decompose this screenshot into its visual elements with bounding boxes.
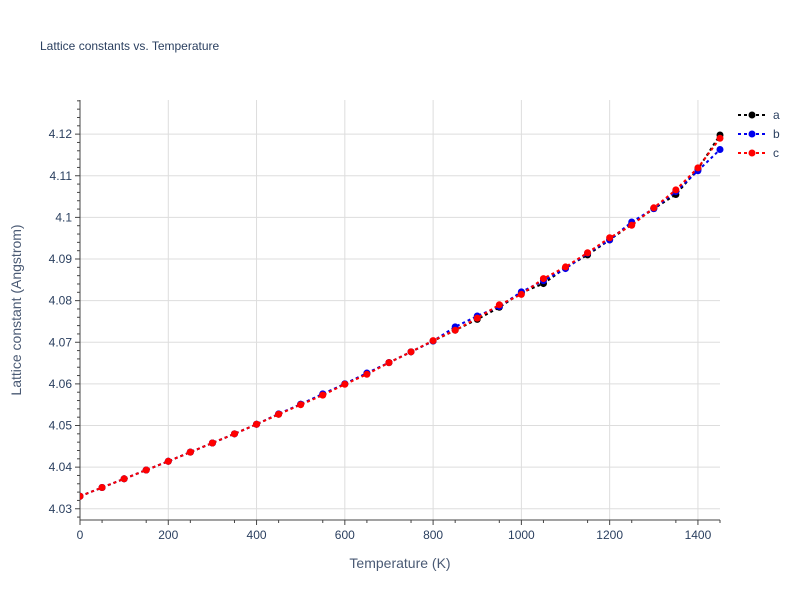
y-tick-label: 4.11	[50, 169, 73, 183]
data-point-c	[650, 204, 658, 212]
data-point-c	[562, 263, 570, 271]
data-point-c	[584, 249, 592, 257]
data-point-c	[429, 337, 437, 345]
series-line-c	[80, 137, 721, 498]
data-point-c	[672, 186, 680, 194]
x-tick-label: 0	[77, 528, 84, 542]
legend-item-c[interactable]: c	[738, 146, 779, 160]
series-c	[80, 134, 724, 500]
data-point-c	[495, 301, 503, 309]
data-point-c	[164, 457, 172, 465]
x-tick-label: 200	[158, 528, 178, 542]
y-tick-label: 4.1	[55, 210, 72, 224]
y-tick-label: 4.12	[49, 127, 73, 141]
y-tick-label: 4.07	[49, 335, 73, 349]
series-area	[80, 131, 724, 500]
data-point-c	[716, 134, 724, 142]
y-axis-title: Lattice constant (Angstrom)	[8, 224, 24, 395]
data-point-c	[606, 234, 614, 242]
data-point-c	[297, 401, 305, 409]
data-point-c	[253, 420, 261, 428]
data-point-c	[98, 484, 106, 492]
data-point-c	[208, 439, 216, 447]
y-tick-label: 4.08	[49, 294, 73, 308]
grid	[80, 100, 720, 520]
legend-label: a	[773, 108, 780, 122]
x-axis-title: Temperature (K)	[349, 555, 450, 571]
legend-label: c	[773, 146, 779, 160]
data-point-b	[716, 146, 724, 154]
data-point-c	[363, 370, 371, 378]
x-tick-label: 1000	[508, 528, 535, 542]
y-tick-label: 4.04	[49, 460, 73, 474]
legend-item-b[interactable]: b	[738, 127, 780, 141]
data-point-c	[539, 275, 547, 283]
y-tick-label: 4.09	[49, 252, 73, 266]
legend-label: b	[773, 127, 780, 141]
data-point-c	[451, 326, 459, 334]
data-point-c	[407, 348, 415, 356]
data-point-c	[186, 448, 194, 456]
data-point-c	[230, 430, 238, 438]
y-tick-label: 4.05	[49, 419, 73, 433]
y-tick-label: 4.06	[49, 377, 73, 391]
data-point-c	[275, 410, 283, 418]
data-point-c	[628, 221, 636, 229]
legend-swatch-marker	[748, 111, 756, 119]
legend-item-a[interactable]: a	[738, 108, 780, 122]
axes: 0 200 400 600 800 1000 1200 1400 4.03 4.04 4.05 4.0…	[49, 100, 721, 542]
data-point-c	[341, 380, 349, 388]
data-point-c	[473, 314, 481, 322]
data-point-c	[694, 164, 702, 172]
data-point-c	[120, 475, 128, 483]
x-tick-label: 1400	[685, 528, 712, 542]
x-tick-label: 600	[335, 528, 355, 542]
data-point-c	[80, 492, 84, 500]
legend-swatch-marker	[748, 130, 756, 138]
x-tick-label: 800	[423, 528, 443, 542]
chart-title: Lattice constants vs. Temperature	[40, 39, 220, 53]
data-point-c	[517, 290, 525, 298]
data-point-c	[385, 359, 393, 367]
legend[interactable]: abc	[738, 108, 780, 160]
x-tick-label: 400	[247, 528, 267, 542]
legend-swatch-marker	[748, 149, 756, 157]
data-point-c	[142, 466, 150, 474]
data-point-c	[319, 391, 327, 399]
x-tick-label: 1200	[596, 528, 623, 542]
y-tick-label: 4.03	[49, 502, 73, 516]
